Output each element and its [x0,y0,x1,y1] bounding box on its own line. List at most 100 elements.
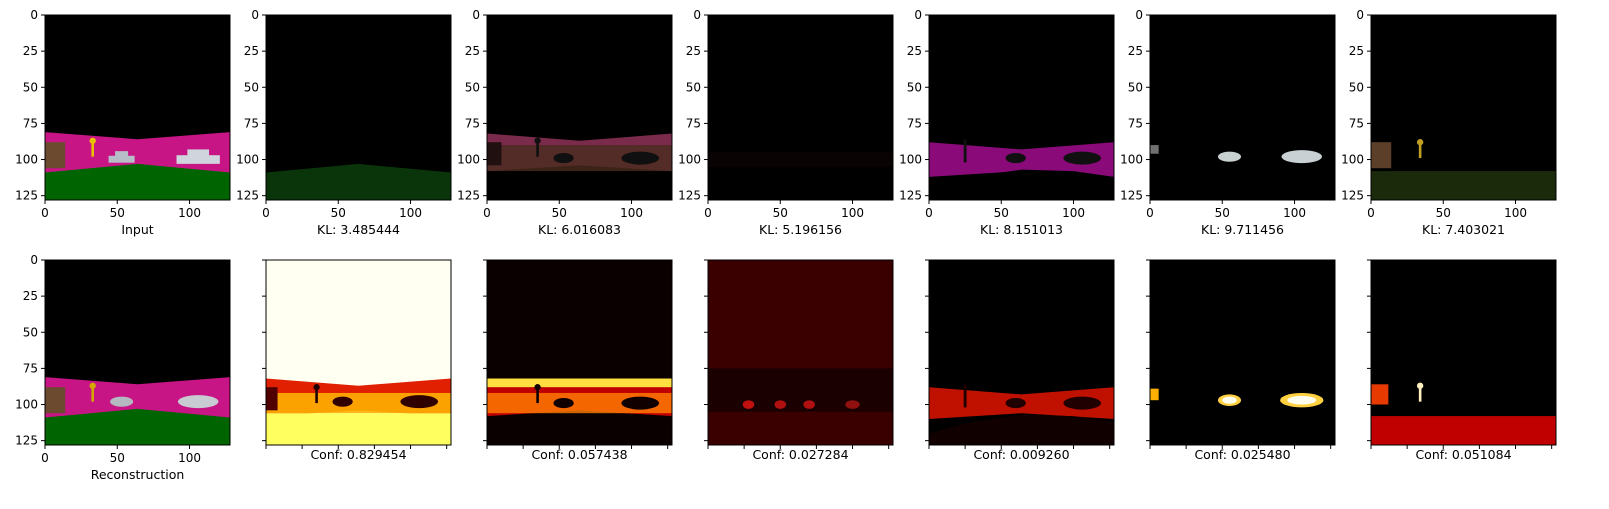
car-1-core [1222,396,1237,404]
x-tick-label: 100 [841,206,864,220]
panel-0-4: 0 50 100 0 25 50 75 100 125 KL: 8.151013 [899,8,1115,237]
axes: 0 50 100 0 25 50 75 100 125 [678,8,864,220]
car-2-body [176,155,220,164]
car-2-core [1287,395,1317,405]
y-tick-label: 25 [244,44,259,58]
y-tick-label: 75 [907,116,922,130]
panel-image [45,260,230,445]
y-tick-label: 100 [899,153,922,167]
car-1 [1005,398,1026,409]
panel-image-wrap [1371,15,1556,200]
panel-frame [707,14,894,201]
y-tick-label: 100 [1120,153,1143,167]
y-tick-label: 100 [15,153,38,167]
x-tick-label: 0 [704,206,712,220]
y-tick-label: 125 [236,189,259,203]
panel-image-wrap [708,260,893,445]
panel-image [1150,260,1335,445]
panel-1-6: Conf: 0.051084 [1367,259,1557,462]
y-tick-label: 100 [678,153,701,167]
car-1-body [108,155,135,163]
block [1150,145,1159,154]
y-tick-label: 25 [465,44,480,58]
ground [1371,416,1556,445]
y-tick-label: 100 [457,153,480,167]
panel-caption: KL: 3.485444 [317,222,400,237]
x-tick-label: 100 [1062,206,1085,220]
panel-frame [1370,259,1557,446]
key-shaft [1418,142,1422,159]
panel-frame [1149,14,1336,201]
x-tick-label: 50 [110,206,125,220]
ground [266,413,451,445]
key-shaft [91,140,94,157]
x-tick-label: 50 [110,451,125,465]
panel-1-2: Conf: 0.057438 [483,259,673,462]
panel-image-wrap [929,260,1114,445]
panel-image [266,260,451,445]
ground [929,169,1114,200]
x-tick-label: 50 [1436,206,1451,220]
axes: 0 50 100 0 25 50 75 100 125 [236,8,422,220]
panel-frame [265,259,452,446]
axes [262,259,448,449]
car-2 [1281,150,1322,164]
panel-frame [1149,259,1336,446]
panel-image-wrap [1150,260,1335,445]
panel-image [487,260,672,445]
axes: 0 50 100 0 25 50 75 100 125 [1120,8,1306,220]
block [45,387,66,414]
block [266,387,278,411]
y-tick-label: 0 [472,8,480,22]
y-tick-label: 125 [15,434,38,448]
axes: 0 50 100 0 25 50 75 100 125 [15,8,201,220]
panel-image-wrap [266,260,451,445]
car-2 [1063,396,1101,410]
sky [1371,15,1556,200]
x-tick-label: 100 [178,206,201,220]
car-2 [621,396,659,410]
y-tick-label: 50 [1128,80,1143,94]
background [487,260,672,445]
ground [929,414,1114,445]
y-tick-label: 75 [686,116,701,130]
panel-image [266,15,451,200]
x-tick-label: 0 [925,206,933,220]
x-tick-label: 100 [1283,206,1306,220]
x-tick-label: 50 [552,206,567,220]
faint-band [708,152,893,167]
key-shaft [536,140,539,157]
panel-caption: Conf: 0.027284 [752,447,848,462]
panel-frame [928,14,1115,201]
panel-image-wrap [1371,260,1556,445]
car-1-cabin [115,151,129,157]
panel-image-wrap [708,15,893,200]
ground [45,163,230,200]
y-tick-label: 75 [465,116,480,130]
background [1150,260,1335,445]
panel-caption: Conf: 0.025480 [1194,447,1290,462]
y-tick-label: 25 [686,44,701,58]
block [45,142,66,169]
car-2 [176,149,220,164]
y-tick-label: 125 [457,189,480,203]
x-tick-label: 0 [41,206,49,220]
ground [45,408,230,445]
x-tick-label: 50 [1215,206,1230,220]
panel-image-wrap [266,15,451,200]
car-2 [177,395,219,409]
sky [1150,15,1335,200]
car-1 [553,398,574,409]
panel-caption: Conf: 0.051084 [1415,447,1511,462]
car-1 [1217,151,1242,162]
key-shaft [1418,385,1422,402]
panel-0-2: 0 50 100 0 25 50 75 100 125 KL: 6.016083 [457,8,673,237]
panel-frame [486,259,673,446]
car-1 [108,151,135,163]
panel-frame [486,14,673,201]
axes: 0 50 100 0 25 50 75 100 125 [15,253,201,465]
key [1416,139,1424,159]
panel-1-4: Conf: 0.009260 [925,259,1115,462]
ground [1371,171,1556,200]
panel-caption: KL: 7.403021 [1422,222,1505,237]
